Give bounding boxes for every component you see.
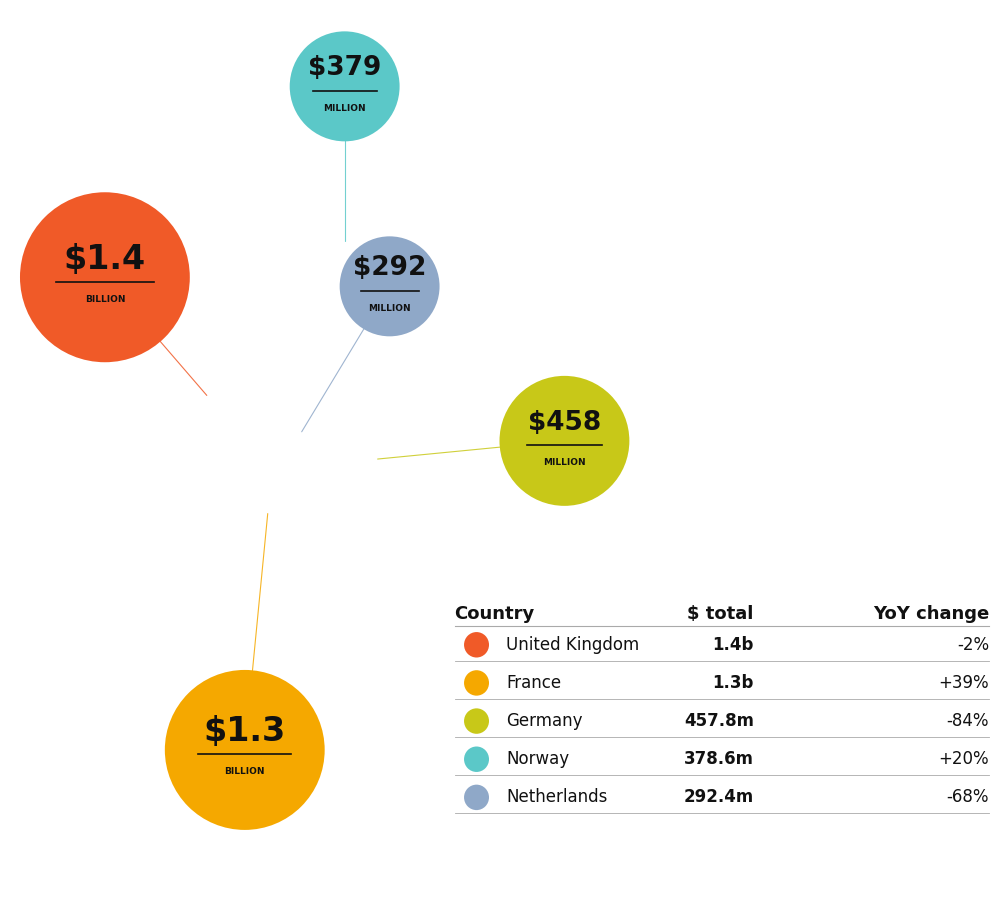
Ellipse shape <box>464 784 490 810</box>
Text: $ total: $ total <box>687 604 754 623</box>
Ellipse shape <box>464 670 490 695</box>
Text: 457.8m: 457.8m <box>684 712 754 730</box>
Text: MILLION: MILLION <box>369 304 411 313</box>
Text: France: France <box>506 674 561 692</box>
Text: Norway: Norway <box>506 750 569 768</box>
Text: +39%: +39% <box>938 674 989 692</box>
Text: 1.4b: 1.4b <box>712 635 754 654</box>
Text: 292.4m: 292.4m <box>683 788 754 806</box>
Text: $1.3: $1.3 <box>204 715 286 748</box>
Text: 378.6m: 378.6m <box>684 750 754 768</box>
Ellipse shape <box>20 193 190 362</box>
Text: -84%: -84% <box>946 712 989 730</box>
Text: Germany: Germany <box>506 712 583 730</box>
Text: YoY change: YoY change <box>873 604 989 623</box>
Text: Netherlands: Netherlands <box>506 788 607 806</box>
Text: -68%: -68% <box>946 788 989 806</box>
Ellipse shape <box>464 746 490 772</box>
Text: MILLION: MILLION <box>543 458 585 467</box>
Text: MILLION: MILLION <box>324 104 366 113</box>
Ellipse shape <box>464 708 490 734</box>
Text: United Kingdom: United Kingdom <box>506 635 639 654</box>
Ellipse shape <box>340 236 440 336</box>
Ellipse shape <box>464 632 490 657</box>
Text: $292: $292 <box>353 255 427 281</box>
Text: 1.3b: 1.3b <box>712 674 754 692</box>
Ellipse shape <box>290 32 400 142</box>
Text: $1.4: $1.4 <box>64 243 146 275</box>
Text: $379: $379 <box>308 55 382 81</box>
Text: +20%: +20% <box>938 750 989 768</box>
Text: $458: $458 <box>527 410 601 435</box>
Ellipse shape <box>165 670 325 830</box>
Text: -2%: -2% <box>957 635 989 654</box>
Text: BILLION: BILLION <box>225 767 265 776</box>
Ellipse shape <box>500 376 629 505</box>
Text: BILLION: BILLION <box>85 295 125 304</box>
Text: Country: Country <box>455 604 534 623</box>
